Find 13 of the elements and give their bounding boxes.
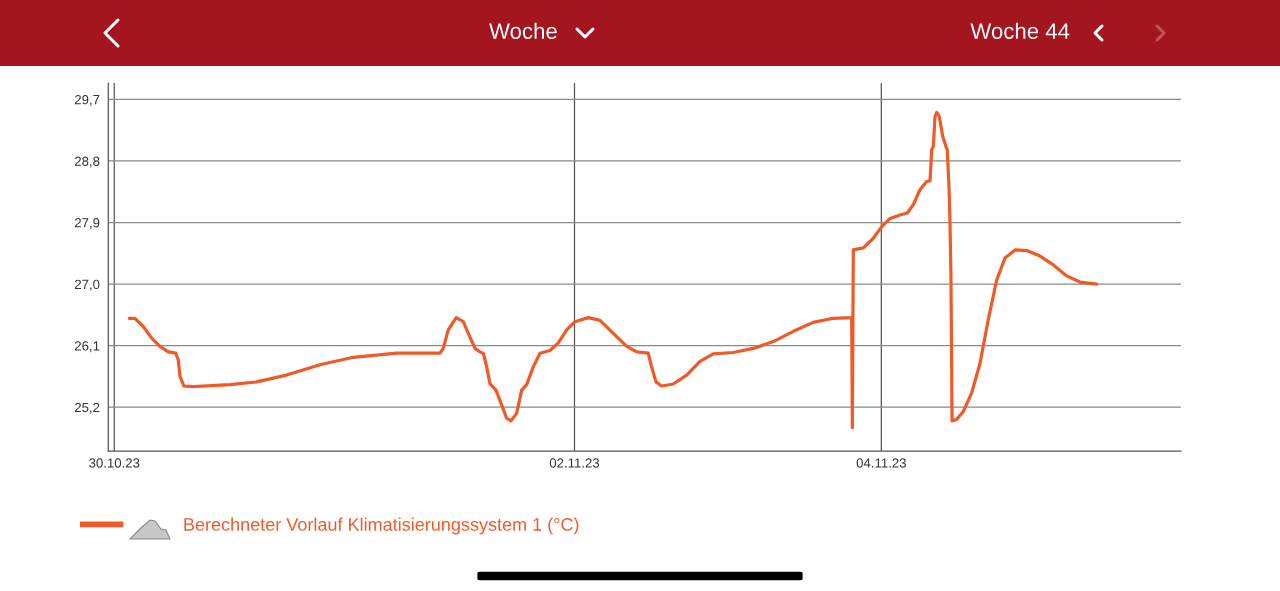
text: Berechneter Vorlauf Klimatisierungssystem 1 (°C) <box>184 517 579 535</box>
y-tick-label: 26,1 <box>74 341 100 353</box>
y-tick-label: 25,2 <box>74 402 100 414</box>
line-series <box>127 110 1099 430</box>
y-tick-label: 27,0 <box>74 279 100 291</box>
y-tick-label: 29,7 <box>74 94 100 106</box>
x-tick-label: 30.10.23 <box>89 458 140 468</box>
y-tick-label: 27,9 <box>74 218 100 230</box>
y-tick-label: 28,8 <box>74 156 100 168</box>
chart-subtitle: Woche 44 <box>970 22 1070 39</box>
x-tick-label: 04.11.23 <box>856 458 906 468</box>
x-tick-label: 02.11.23 <box>549 458 600 468</box>
chart-title: Woche <box>489 22 557 39</box>
